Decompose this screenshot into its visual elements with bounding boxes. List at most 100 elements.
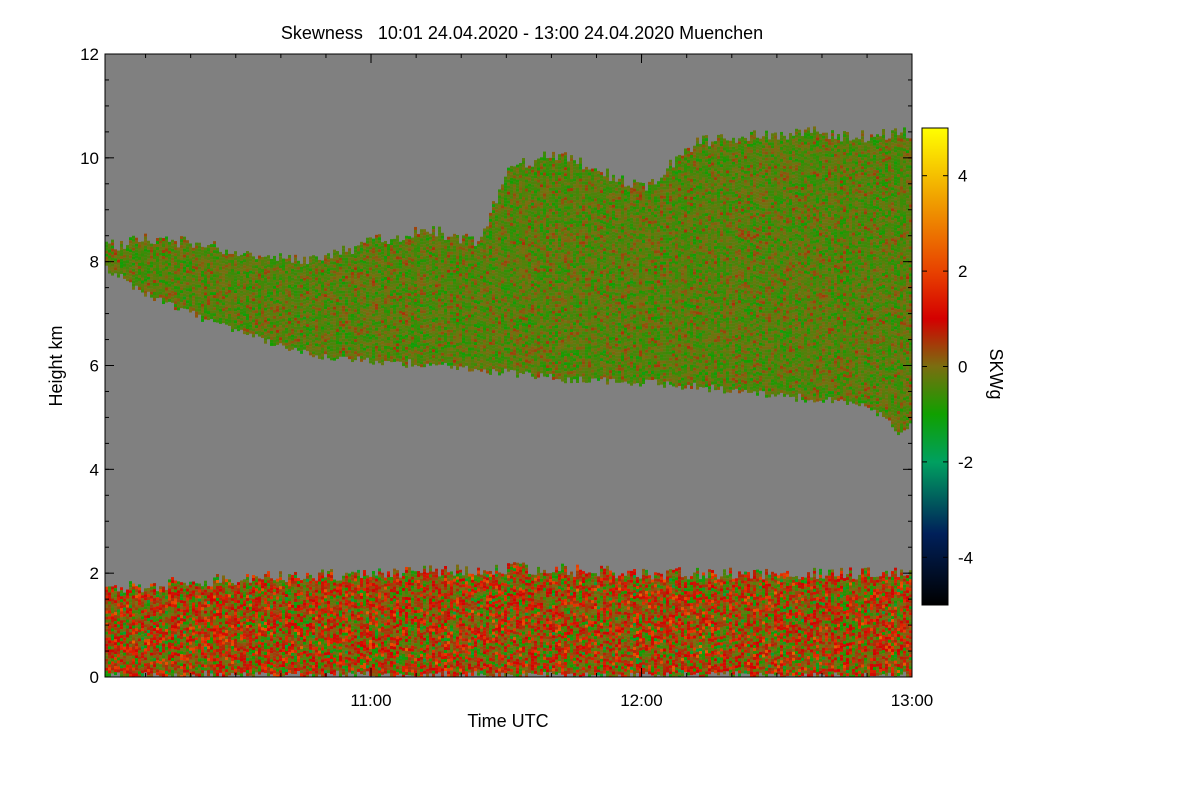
data-cell (114, 663, 117, 666)
data-cell (135, 652, 138, 655)
data-cell (210, 649, 213, 652)
data-cell (177, 638, 180, 641)
data-cell (240, 625, 243, 628)
data-cell (159, 670, 162, 673)
data-cell (228, 627, 231, 630)
data-cell (159, 628, 162, 631)
data-cell (204, 626, 207, 629)
data-cell (126, 620, 129, 623)
data-cell (225, 672, 228, 675)
data-cell (156, 609, 159, 612)
data-cell (225, 657, 228, 660)
data-cell (126, 614, 129, 617)
data-cell (288, 577, 291, 580)
data-cell (207, 592, 210, 595)
data-cell (156, 669, 159, 672)
data-cell (177, 644, 180, 647)
data-cell (180, 588, 183, 591)
data-cell (267, 658, 270, 661)
data-cell (270, 617, 273, 620)
data-cell (150, 653, 153, 656)
data-cell (246, 655, 249, 658)
data-cell (279, 598, 282, 601)
data-cell (270, 584, 273, 587)
data-cell (210, 640, 213, 643)
data-cell (222, 575, 225, 578)
data-cell (150, 641, 153, 644)
data-cell (282, 583, 285, 586)
data-cell (180, 657, 183, 660)
data-cell (129, 644, 132, 647)
data-cell (177, 671, 180, 674)
data-cell (267, 619, 270, 622)
data-cell (249, 607, 252, 610)
data-cell (198, 665, 201, 668)
data-cell (111, 661, 114, 664)
data-cell (108, 640, 111, 643)
data-cell (237, 663, 240, 666)
data-cell (285, 609, 288, 612)
data-cell (114, 648, 117, 651)
data-cell (237, 636, 240, 639)
boundary-layer (105, 562, 912, 681)
data-cell (159, 637, 162, 640)
data-cell (240, 655, 243, 658)
data-cell (264, 658, 267, 661)
data-cell (252, 635, 255, 638)
data-cell (129, 596, 132, 599)
data-cell (183, 658, 186, 661)
data-cell (192, 585, 195, 588)
data-cell (135, 628, 138, 631)
data-cell (186, 658, 189, 661)
data-cell (267, 601, 270, 604)
data-cell (255, 585, 258, 588)
data-cell (285, 618, 288, 621)
data-cell (150, 599, 153, 602)
data-cell (192, 588, 195, 591)
data-cell (168, 600, 171, 603)
data-cell (246, 604, 249, 607)
data-cell (276, 672, 279, 675)
data-cell (222, 635, 225, 638)
data-cell (180, 591, 183, 594)
data-cell (204, 650, 207, 653)
data-cell (207, 595, 210, 598)
data-cell (222, 590, 225, 593)
data-cell (282, 592, 285, 595)
data-cell (207, 655, 210, 658)
data-cell (213, 613, 216, 616)
data-cell (108, 616, 111, 619)
data-cell (126, 629, 129, 632)
data-cell (117, 630, 120, 633)
data-cell (264, 637, 267, 640)
data-cell (231, 583, 234, 586)
data-cell (195, 622, 198, 625)
data-cell (117, 618, 120, 621)
data-cell (147, 630, 150, 633)
data-cell (225, 639, 228, 642)
data-cell (108, 643, 111, 646)
data-cell (201, 664, 204, 667)
data-cell (258, 615, 261, 618)
data-cell (207, 622, 210, 625)
data-cell (177, 602, 180, 605)
data-cell (237, 603, 240, 606)
data-cell (120, 632, 123, 635)
data-cell (285, 606, 288, 609)
data-cell (114, 585, 117, 588)
data-cell (231, 649, 234, 652)
data-cell (159, 667, 162, 670)
data-cell (147, 603, 150, 606)
data-cell (111, 655, 114, 658)
data-cell (225, 597, 228, 600)
data-cell (132, 590, 135, 593)
data-cell (210, 628, 213, 631)
data-cell (144, 633, 147, 636)
data-cell (123, 623, 126, 626)
data-cell (249, 586, 252, 589)
data-cell (183, 667, 186, 670)
data-cell (213, 583, 216, 586)
data-cell (153, 652, 156, 655)
data-cell (225, 642, 228, 645)
data-cell (138, 596, 141, 599)
